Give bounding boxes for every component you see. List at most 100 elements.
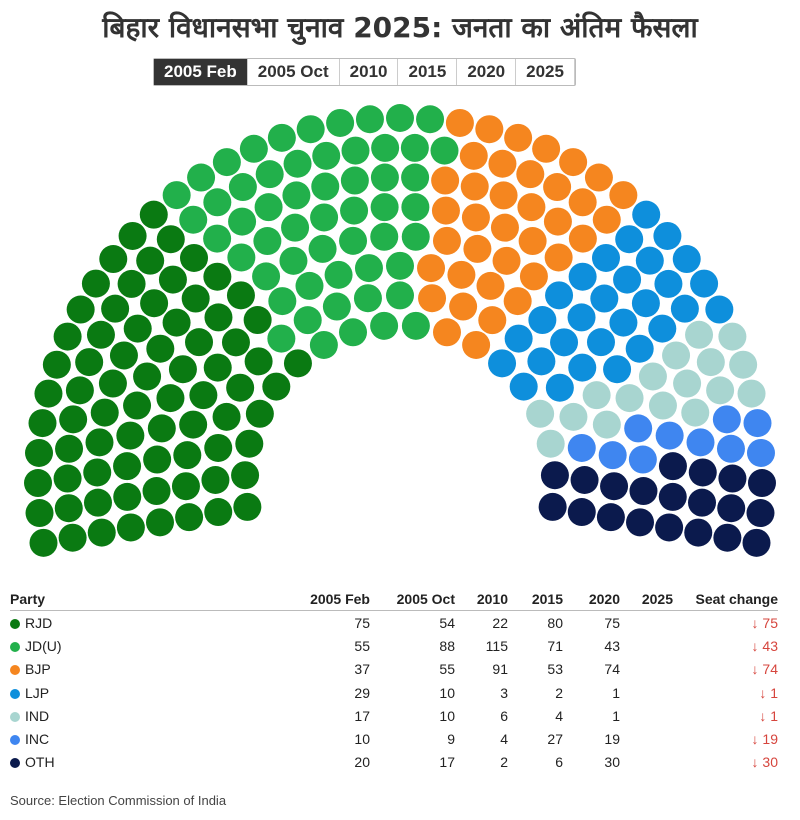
- seat-change: ↓ 75: [751, 614, 778, 631]
- party-name: JD(U): [10, 634, 90, 657]
- seat: [85, 428, 114, 457]
- seat: [370, 222, 399, 251]
- seat-count: 91: [492, 661, 508, 678]
- seat: [600, 472, 629, 501]
- parliament-chart: [24, 104, 776, 557]
- seat-change: ↓ 43: [751, 637, 778, 654]
- column-header: 2025: [620, 588, 673, 611]
- seat-count: 55: [439, 661, 455, 678]
- seat: [431, 166, 460, 195]
- seat: [628, 445, 657, 474]
- year-tab[interactable]: 2025: [516, 59, 575, 85]
- seat-count: 43: [604, 637, 620, 654]
- seat-change: ↓ 74: [751, 661, 778, 678]
- seat: [116, 513, 145, 542]
- seat: [418, 284, 447, 313]
- seat-count: [620, 704, 673, 727]
- seat: [227, 243, 256, 272]
- seat: [255, 160, 284, 189]
- seat: [66, 295, 95, 324]
- seat: [432, 226, 461, 255]
- legend-dot: [10, 711, 20, 722]
- seat: [462, 330, 491, 359]
- seat: [655, 513, 684, 542]
- seat: [156, 384, 185, 413]
- seat-count: 6: [555, 754, 563, 771]
- seat: [401, 311, 430, 340]
- seat: [145, 508, 174, 537]
- seat-count: 54: [439, 614, 455, 631]
- seat: [324, 260, 353, 289]
- seat-count: 10: [439, 707, 455, 724]
- seat: [631, 289, 660, 318]
- seat: [613, 265, 642, 294]
- seat: [706, 376, 735, 405]
- seat: [445, 108, 474, 137]
- seat: [179, 205, 208, 234]
- seat: [59, 405, 88, 434]
- seat: [686, 428, 715, 457]
- seat: [550, 328, 579, 357]
- seat: [296, 115, 325, 144]
- seat: [252, 262, 281, 291]
- seat: [355, 105, 384, 134]
- column-header: 2005 Feb: [90, 588, 370, 611]
- seat: [142, 477, 171, 506]
- seat: [460, 172, 489, 201]
- seat: [293, 306, 322, 335]
- seat: [654, 269, 683, 298]
- seat: [543, 173, 572, 202]
- seat: [688, 488, 717, 517]
- seat: [34, 379, 63, 408]
- results-table: Party 2005 Feb 2005 Oct 2010 2015 2020 2025 Sea…: [10, 588, 778, 774]
- legend-dot: [10, 618, 20, 629]
- year-tab[interactable]: 2005 Feb: [154, 59, 248, 85]
- seat: [29, 528, 58, 557]
- party-row: JD(U) 55 88 115 71 43 ↓ 43: [10, 634, 778, 657]
- seat: [42, 350, 71, 379]
- seat: [635, 246, 664, 275]
- seat-count: 9: [447, 731, 455, 748]
- seat: [672, 245, 701, 274]
- seat: [653, 221, 682, 250]
- seat-count: 1: [612, 684, 620, 701]
- seat: [283, 349, 312, 378]
- seat: [747, 469, 776, 498]
- seat-count: 75: [354, 614, 370, 631]
- year-tab[interactable]: 2015: [398, 59, 458, 85]
- legend-dot: [10, 735, 20, 746]
- party-label: OTH: [25, 754, 55, 771]
- seat: [516, 160, 545, 189]
- seat: [716, 434, 745, 463]
- seat: [629, 477, 658, 506]
- seat: [90, 398, 119, 427]
- seat: [648, 314, 677, 343]
- seat: [87, 518, 116, 547]
- seat: [133, 362, 162, 391]
- seat: [311, 172, 340, 201]
- seat: [221, 328, 250, 357]
- seat: [461, 203, 490, 232]
- seat: [615, 384, 644, 413]
- seat: [156, 225, 185, 254]
- seat: [544, 243, 573, 272]
- seat: [118, 221, 147, 250]
- seat: [488, 349, 517, 378]
- seat-count: 37: [354, 661, 370, 678]
- seat: [598, 441, 627, 470]
- year-tab[interactable]: 2010: [340, 59, 399, 85]
- seat: [591, 243, 620, 272]
- seat-count: 17: [439, 754, 455, 771]
- party-label: INC: [25, 731, 50, 748]
- seat: [603, 355, 632, 384]
- seat-count: [620, 751, 673, 774]
- seat: [340, 166, 369, 195]
- year-tab[interactable]: 2020: [457, 59, 517, 85]
- seat-count: [620, 681, 673, 704]
- year-tab[interactable]: 2005 Oct: [248, 59, 340, 85]
- seat-count: [620, 727, 673, 750]
- seat-count: 22: [492, 614, 508, 631]
- seat: [83, 458, 112, 487]
- party-label: BJP: [25, 661, 51, 678]
